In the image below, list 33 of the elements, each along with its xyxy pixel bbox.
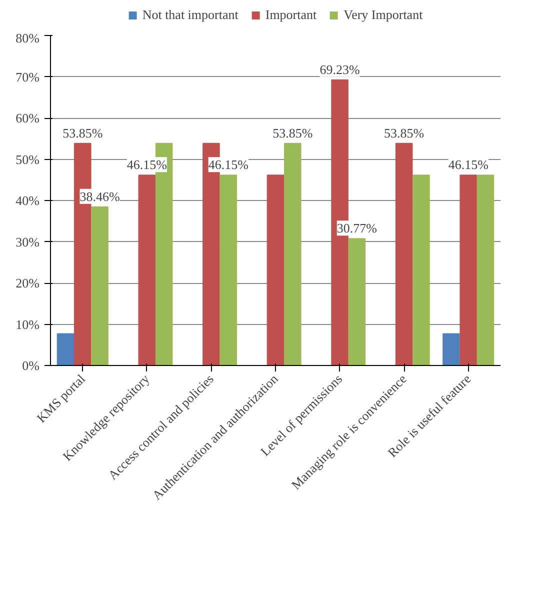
bar [476, 174, 494, 366]
y-tick-label: 80% [16, 30, 40, 46]
bar [460, 174, 477, 366]
bar [91, 206, 108, 366]
bar [395, 142, 413, 366]
bar [348, 238, 366, 366]
bar [138, 174, 156, 366]
y-tick-label: 50% [16, 152, 40, 167]
data-label: 46.15% [208, 157, 249, 172]
data-label: 53.85% [384, 125, 424, 140]
legend-label: Important [265, 7, 317, 23]
data-label: 46.15% [448, 157, 489, 172]
bar [266, 174, 284, 366]
y-tick-label: 40% [16, 193, 40, 208]
bar [56, 333, 74, 366]
legend-label: Very Important [344, 7, 423, 23]
legend-label: Not that important [142, 7, 238, 23]
data-label: 38.46% [80, 188, 120, 204]
bar [442, 333, 460, 366]
y-tick-label: 70% [16, 69, 40, 84]
data-label: 46.15% [126, 157, 168, 172]
data-label: 53.85% [62, 125, 103, 140]
data-label: 53.85% [272, 125, 313, 140]
data-label: 30.77% [336, 220, 378, 236]
bar [220, 174, 237, 366]
data-label: 69.23% [320, 62, 360, 77]
bar [284, 142, 302, 366]
y-tick-label: 0% [22, 358, 40, 373]
y-tick-label: 60% [16, 110, 40, 126]
y-tick-label: 10% [16, 316, 40, 332]
y-tick-label: 30% [16, 234, 40, 250]
y-tick-label: 20% [16, 276, 40, 290]
bar [412, 174, 430, 366]
